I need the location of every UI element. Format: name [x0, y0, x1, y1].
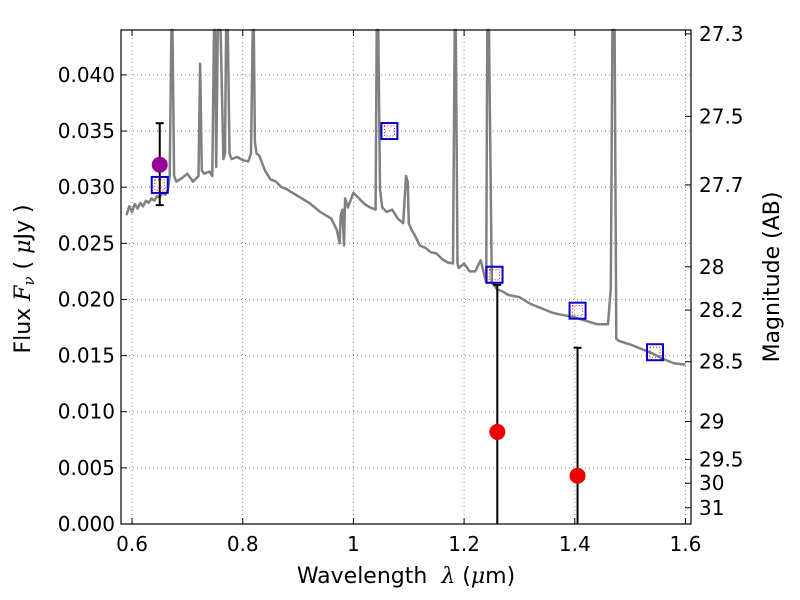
observed-point [151, 156, 168, 173]
y-tick-label: 0.020 [58, 287, 115, 311]
y-tick-label: 0.010 [58, 400, 115, 424]
y2-tick-label: 27.3 [699, 22, 744, 46]
model-inner-marker [572, 305, 584, 317]
x-tick-label: 1 [347, 532, 360, 556]
y2-tick-label: 29.5 [699, 447, 744, 471]
x-tick-label: 1.6 [670, 532, 702, 556]
y-tick-label: 0.005 [58, 456, 115, 480]
x-axis-label: Wavelength λ (μm) [297, 564, 515, 589]
tick-labels: 0.6 0.8 1 1.2 1.4 1.6 0.000 0.005 0.010 0.015 0.02… [58, 22, 744, 556]
model-inner-marker [154, 179, 166, 191]
model-inner-marker [489, 269, 501, 281]
y-tick-label: 0.030 [58, 175, 115, 199]
y2-axis-label: Magnitude (AB) [760, 192, 785, 363]
y2-tick-label: 27.7 [699, 173, 744, 197]
x-tick-label: 1.4 [559, 532, 591, 556]
grid [121, 30, 691, 525]
x-tick-label: 0.8 [227, 532, 259, 556]
y2-tick-label: 31 [699, 496, 724, 520]
errorbars [155, 122, 582, 524]
model-point [150, 175, 169, 194]
y2-tick-label: 28.5 [699, 350, 744, 374]
y2-tick-label: 27.5 [699, 104, 744, 128]
model-point [646, 343, 665, 362]
y2-tick-label: 28 [699, 255, 724, 279]
model-inner-marker [649, 346, 661, 358]
model-markers [150, 122, 665, 362]
y-tick-label: 0.040 [58, 63, 115, 87]
y2-tick-label: 30 [699, 471, 724, 495]
observed-point [569, 467, 586, 484]
x-tick-label: 0.6 [116, 532, 148, 556]
y-tick-label: 0.035 [58, 119, 115, 143]
y-tick-label: 0.015 [58, 344, 115, 368]
model-point [568, 301, 587, 320]
observed-point [489, 423, 506, 440]
model-point [485, 265, 504, 284]
observed-markers [151, 156, 586, 484]
y2-tick-label: 29 [699, 410, 724, 434]
plot-area-frame [120, 29, 692, 525]
spectrum-series [125, 28, 686, 366]
y-tick-label: 0.025 [58, 231, 115, 255]
model-inner-marker [383, 125, 395, 137]
y2-tick-label: 28.2 [699, 298, 744, 322]
spectrum-line [125, 28, 686, 366]
axis-ticks [121, 30, 691, 525]
y-axis-label: Flux Fν ( μJy ) [11, 204, 38, 353]
y-tick-label: 0.000 [58, 512, 115, 536]
x-tick-label: 1.2 [448, 532, 480, 556]
model-point [380, 122, 399, 141]
